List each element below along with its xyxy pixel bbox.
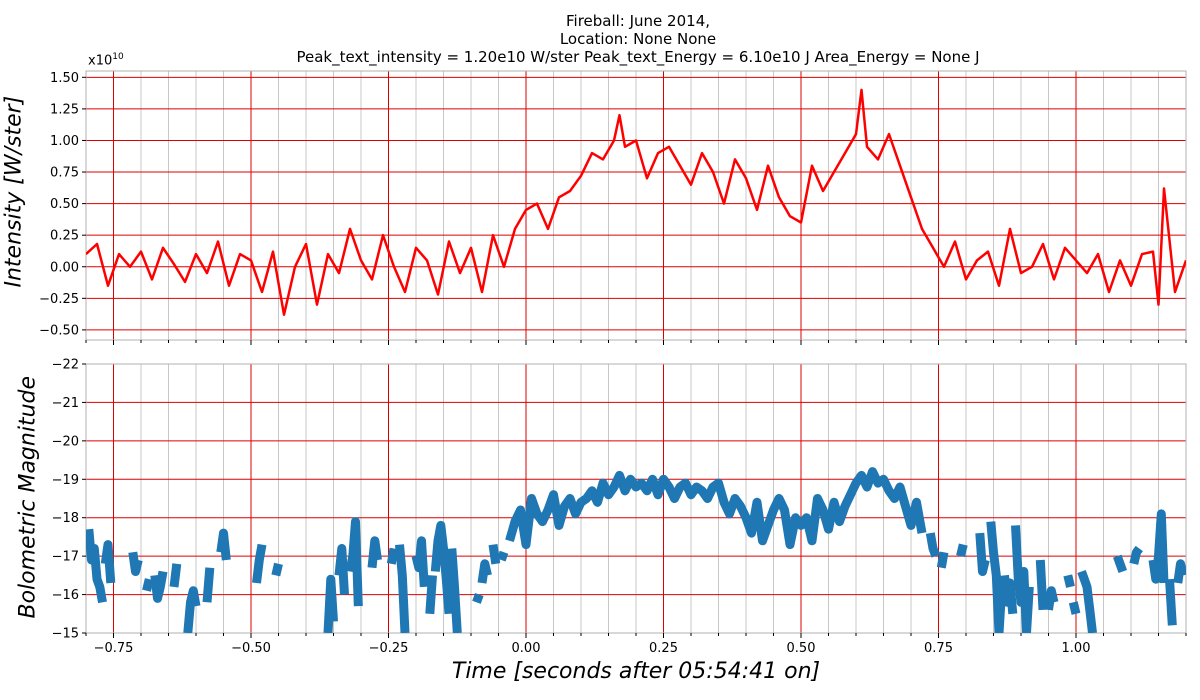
magnitude-line-segment <box>202 567 215 603</box>
magnitude-line-segment <box>1148 509 1169 584</box>
magnitude-line-segment <box>956 543 968 558</box>
magnitude-line-segment <box>411 536 429 588</box>
magnitude-line-segment <box>1165 578 1177 626</box>
intensity-line <box>86 88 1186 316</box>
chart-title-line-1: Fireball: June 2014, <box>565 12 711 30</box>
magnitude-line-segment <box>323 574 338 633</box>
magnitude-ytick-label: −22 <box>52 358 79 373</box>
magnitude-line-segment <box>86 528 107 604</box>
magnitude-xtick-label: 0.00 <box>512 641 541 656</box>
magnitude-line-segment <box>1113 554 1128 574</box>
magnitude-line-segment <box>1063 574 1075 588</box>
magnitude-line-segment <box>183 586 201 633</box>
magnitude-line-segment <box>975 532 990 576</box>
magnitude-line-segment <box>334 544 349 595</box>
magnitude-xtick-label: 0.75 <box>924 641 953 656</box>
magnitude-line-segment <box>1077 569 1097 633</box>
time-x-axis-label: Time [seconds after 05:54:41 on] <box>451 659 821 684</box>
intensity-ytick-label: 1.00 <box>50 134 79 149</box>
magnitude-xtick-label: 0.50 <box>787 641 816 656</box>
magnitude-line-segment <box>986 521 1007 633</box>
magnitude-line-segment <box>497 550 509 562</box>
intensity-ytick-label: −0.50 <box>39 323 79 338</box>
magnitude-ytick-label: −20 <box>52 434 79 449</box>
magnitude-line-segment <box>395 544 410 633</box>
magnitude-line-segment <box>505 467 927 550</box>
magnitude-line-segment <box>925 532 941 558</box>
intensity-ytick-label: 0.50 <box>50 197 79 212</box>
magnitude-ytick-label: −15 <box>52 627 79 642</box>
magnitude-line-segment <box>1000 574 1018 615</box>
magnitude-line-segment <box>1068 601 1081 615</box>
magnitude-line-segment <box>1035 559 1048 611</box>
magnitude-line-segment <box>472 593 484 604</box>
magnitude-line-segment <box>169 563 182 588</box>
magnitude-line-segment <box>430 520 454 615</box>
magnitude-y-axis-label: Bolometric Magnitude <box>15 375 41 619</box>
magnitude-data-group <box>86 467 1186 633</box>
magnitude-line-segment <box>128 551 143 576</box>
intensity-ytick-label: 0.25 <box>50 229 79 244</box>
magnitude-line-segment <box>271 562 283 577</box>
intensity-ytick-label: 0.00 <box>50 260 79 275</box>
magnitude-xtick-label: 1.00 <box>1062 641 1091 656</box>
y-axis-multiplier-base: x10 <box>88 53 113 69</box>
y-axis-multiplier: x1010 <box>88 52 124 68</box>
magnitude-xtick-label: −0.75 <box>94 641 134 656</box>
y-axis-multiplier-exponent: 10 <box>112 52 124 62</box>
intensity-y-axis-label: Intensity [W/ster] <box>1 95 27 288</box>
intensity-data-group <box>86 88 1186 316</box>
magnitude-line-segment <box>447 548 462 633</box>
magnitude-ytick-label: −17 <box>52 550 79 565</box>
intensity-panel: −0.50 −0.25 0.00 0.25 0.50 0.75 1.00 1.25 1.50 <box>39 70 1187 345</box>
magnitude-line-segment <box>345 517 363 607</box>
chart-title-line-3: Peak_text_intensity = 1.20e10 W/ster Pea… <box>296 48 980 66</box>
magnitude-line-segment <box>425 575 437 615</box>
magnitude-line-segment <box>252 543 267 584</box>
magnitude-line-segment <box>386 547 399 565</box>
magnitude-ytick-label: −21 <box>52 396 79 411</box>
chart-title-line-2: Location: None None <box>559 30 717 48</box>
intensity-ytick-label: 0.75 <box>50 166 79 181</box>
magnitude-ytick-label: −18 <box>52 511 79 526</box>
intensity-ytick-label: 1.25 <box>50 102 79 117</box>
magnitude-line-segment <box>488 543 501 565</box>
magnitude-line-segment <box>936 551 949 569</box>
magnitude-line-segment <box>1044 586 1059 611</box>
magnitude-line-segment <box>477 559 492 584</box>
magnitude-line-segment <box>1129 545 1143 565</box>
magnitude-xtick-label: 0.25 <box>649 641 678 656</box>
magnitude-ytick-label: −16 <box>52 588 79 603</box>
magnitude-line-segment <box>1011 525 1034 633</box>
magnitude-xtick-label: −0.50 <box>231 641 271 656</box>
magnitude-line-segment <box>1173 559 1186 584</box>
magnitude-line-segment <box>100 540 116 584</box>
magnitude-line-segment <box>367 536 382 569</box>
magnitude-line-segment <box>142 578 154 592</box>
magnitude-xtick-label: −0.25 <box>369 641 409 656</box>
intensity-ytick-label: 1.50 <box>50 71 79 86</box>
magnitude-panel: −22 −21 −20 −19 −18 −17 −16 −15 −0.75 −0.50 −0.25 0… <box>52 358 1187 656</box>
magnitude-line-segment <box>216 528 231 561</box>
magnitude-line-segment <box>150 570 168 603</box>
intensity-ytick-label: −0.25 <box>39 292 79 307</box>
magnitude-ytick-label: −19 <box>52 473 79 488</box>
